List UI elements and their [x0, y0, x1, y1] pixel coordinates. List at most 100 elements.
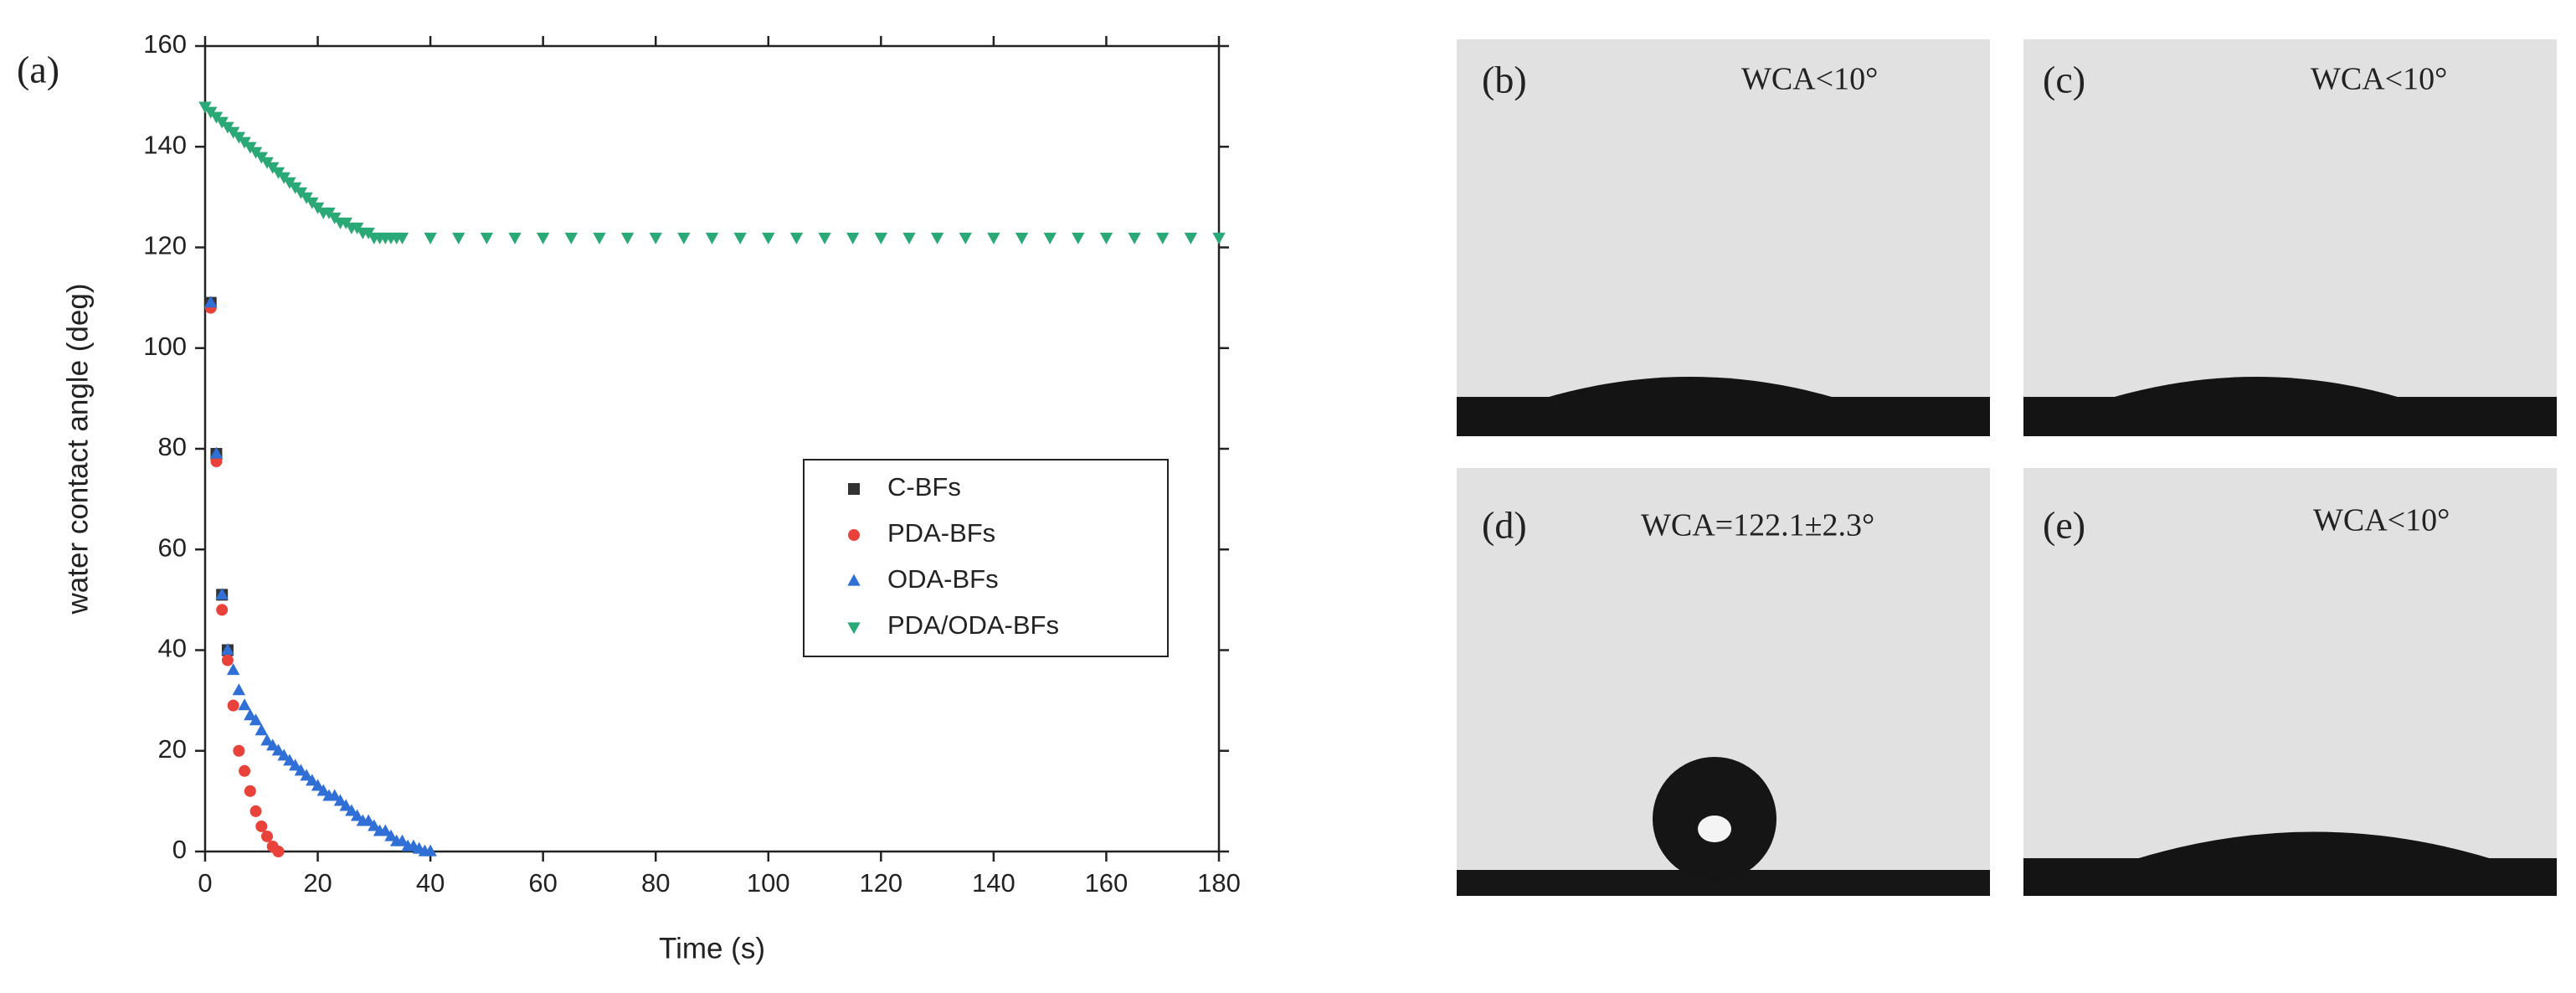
- legend-label: C-BFs: [887, 472, 961, 502]
- y-tick-label: 140: [143, 130, 187, 159]
- x-tick-label: 100: [747, 868, 790, 898]
- marker: [902, 232, 916, 244]
- marker: [271, 743, 285, 756]
- marker: [1099, 232, 1113, 244]
- droplet: [2109, 377, 2404, 399]
- marker: [762, 232, 775, 244]
- marker: [649, 232, 662, 244]
- marker: [508, 232, 522, 244]
- marker: [244, 708, 257, 721]
- marker: [272, 846, 285, 857]
- substrate: [1457, 397, 1990, 436]
- marker: [261, 830, 274, 842]
- plot-frame: [203, 44, 1221, 853]
- x-tick-label: 0: [198, 868, 212, 898]
- annotation: WCA=122.1±2.3°: [1641, 508, 1874, 543]
- marker: [564, 232, 578, 244]
- marker: [255, 723, 268, 736]
- photo-d: (d) WCA=122.1±2.3°: [1457, 468, 1990, 896]
- substrate: [2023, 397, 2557, 436]
- marker: [249, 805, 262, 817]
- marker: [1184, 232, 1198, 244]
- marker: [959, 232, 972, 244]
- marker: [1015, 232, 1029, 244]
- marker: [345, 804, 358, 816]
- panel-label: (a): [17, 49, 59, 91]
- marker: [316, 784, 330, 796]
- y-tick-label: 60: [158, 533, 187, 562]
- marker: [395, 834, 409, 846]
- annotation: WCA<10°: [2311, 62, 2447, 97]
- marker: [1043, 232, 1057, 244]
- marker: [216, 604, 229, 616]
- droplet: [1543, 377, 1838, 399]
- marker: [226, 663, 240, 676]
- marker: [480, 232, 494, 244]
- marker: [384, 829, 398, 841]
- marker: [238, 698, 251, 711]
- y-tick-label: 160: [143, 29, 187, 59]
- marker: [874, 232, 888, 244]
- photo-b: (b) WCA<10°: [1457, 39, 1990, 436]
- legend-box: [803, 459, 1169, 657]
- marker: [239, 764, 251, 777]
- marker: [333, 794, 347, 806]
- x-tick-label: 60: [528, 868, 557, 898]
- panel-label: (d): [1482, 504, 1527, 547]
- marker: [328, 789, 342, 801]
- photo-background: [2023, 39, 2557, 436]
- marker: [368, 819, 381, 831]
- marker: [1128, 232, 1141, 244]
- marker: [209, 446, 224, 459]
- annotation: WCA<10°: [2313, 503, 2450, 538]
- x-tick-label: 80: [641, 868, 670, 898]
- marker: [424, 844, 437, 857]
- legend-marker: [847, 622, 861, 635]
- panel-label: (e): [2043, 504, 2085, 547]
- y-tick-label: 120: [143, 231, 187, 260]
- marker: [378, 824, 392, 836]
- annotation: WCA<10°: [1741, 62, 1878, 97]
- marker: [266, 738, 280, 751]
- x-tick-label: 40: [416, 868, 445, 898]
- marker: [1212, 232, 1226, 244]
- marker: [987, 232, 1000, 244]
- y-tick-label: 40: [158, 634, 187, 663]
- marker: [294, 764, 308, 776]
- photo-background: [1457, 39, 1990, 436]
- marker: [277, 749, 291, 761]
- droplet: [2133, 831, 2495, 860]
- marker: [536, 232, 550, 244]
- legend-marker: [847, 574, 861, 586]
- y-axis-label: water contact angle (deg): [61, 284, 94, 615]
- droplet-highlight: [1698, 815, 1731, 842]
- x-tick-label: 160: [1085, 868, 1129, 898]
- legend-marker: [848, 529, 860, 541]
- photo-background: [2023, 468, 2557, 896]
- y-tick-label: 20: [158, 734, 187, 764]
- legend-label: ODA-BFs: [887, 564, 999, 594]
- marker: [221, 643, 234, 656]
- legend-marker: [848, 483, 860, 495]
- marker: [789, 232, 804, 244]
- y-tick-label: 100: [143, 332, 187, 361]
- y-tick-label: 0: [172, 835, 187, 864]
- photo-e: (e) WCA<10°: [2023, 468, 2557, 896]
- marker: [593, 232, 606, 244]
- marker: [227, 699, 239, 712]
- marker: [620, 232, 635, 244]
- marker: [255, 820, 268, 832]
- marker: [733, 232, 747, 244]
- marker: [350, 809, 364, 821]
- x-tick-label: 180: [1197, 868, 1241, 898]
- marker: [260, 733, 274, 746]
- x-tick-label: 120: [859, 868, 902, 898]
- panel-label: (c): [2043, 59, 2085, 101]
- marker: [204, 296, 218, 308]
- x-tick-label: 140: [972, 868, 1015, 898]
- legend-label: PDA-BFs: [887, 518, 995, 548]
- marker: [221, 654, 234, 666]
- marker: [233, 744, 245, 757]
- marker: [283, 754, 296, 766]
- marker: [339, 799, 352, 811]
